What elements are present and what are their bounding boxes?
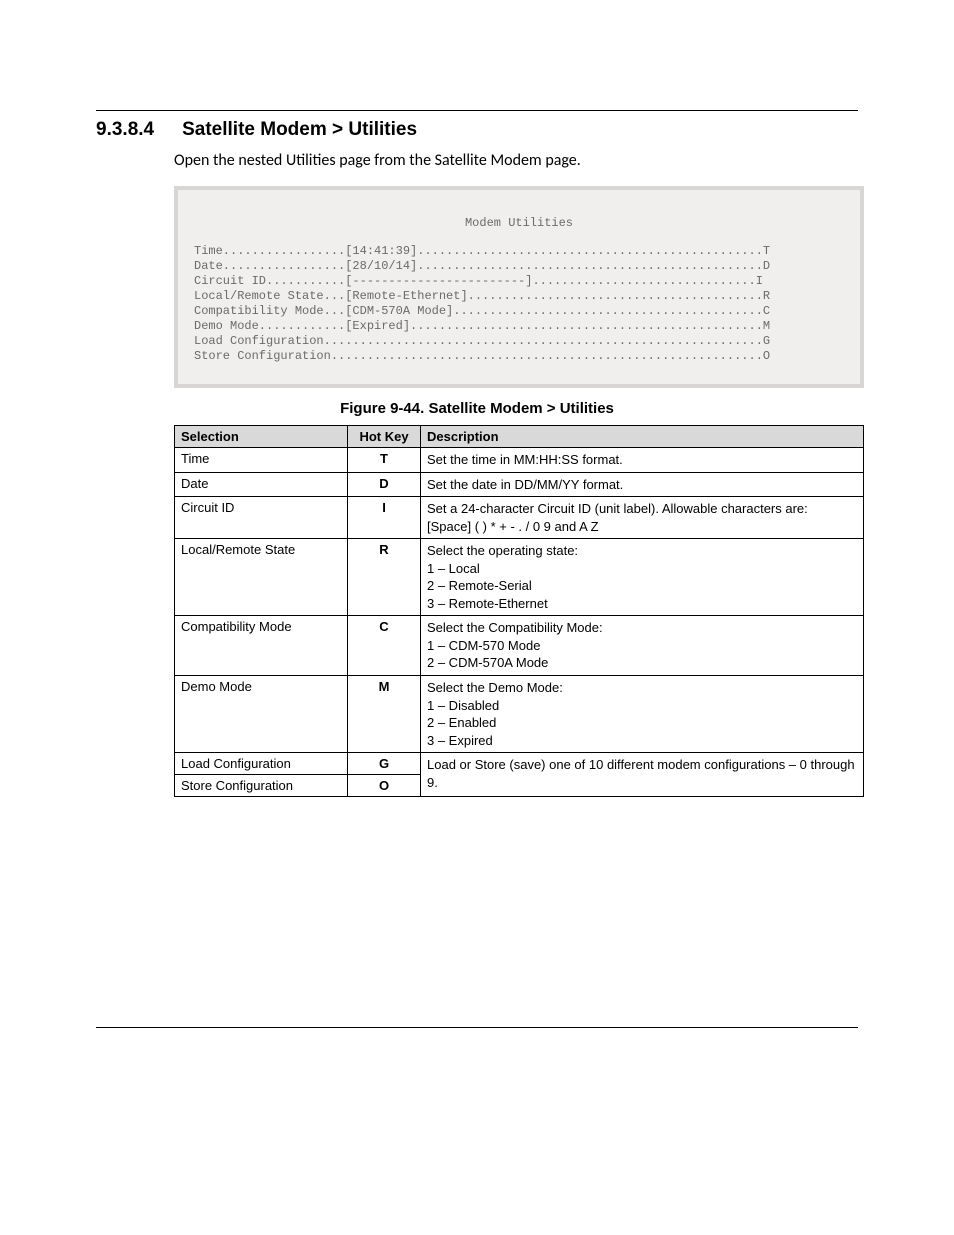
cell-description: Set a 24-character Circuit ID (unit labe… — [421, 497, 864, 539]
cell-selection: Demo Mode — [175, 676, 348, 753]
section-number: 9.3.8.4 — [96, 119, 154, 141]
table-row: TimeTSet the time in MM:HH:SS format. — [175, 448, 864, 473]
cell-selection: Compatibility Mode — [175, 616, 348, 676]
cell-selection: Time — [175, 448, 348, 473]
top-rule — [96, 110, 858, 111]
terminal-frame: Modem Utilities Time.................[14… — [174, 186, 864, 388]
cell-hotkey: G — [348, 753, 421, 775]
cell-hotkey: I — [348, 497, 421, 539]
th-hotkey: Hot Key — [348, 426, 421, 448]
description-table: Selection Hot Key Description TimeTSet t… — [174, 425, 864, 797]
cell-selection: Date — [175, 472, 348, 497]
cell-description: Select the Demo Mode: 1 – Disabled 2 – E… — [421, 676, 864, 753]
cell-hotkey: C — [348, 616, 421, 676]
cell-hotkey: R — [348, 539, 421, 616]
cell-selection: Circuit ID — [175, 497, 348, 539]
cell-hotkey: T — [348, 448, 421, 473]
cell-description: Load or Store (save) one of 10 different… — [421, 753, 864, 797]
page-content: 9.3.8.4 Satellite Modem > Utilities Open … — [0, 0, 954, 1088]
table-header-row: Selection Hot Key Description — [175, 426, 864, 448]
table-row: DateDSet the date in DD/MM/YY format. — [175, 472, 864, 497]
section-heading: 9.3.8.4 Satellite Modem > Utilities — [96, 119, 858, 141]
section-title: Satellite Modem > Utilities — [182, 119, 417, 140]
cell-selection: Load Configuration — [175, 753, 348, 775]
cell-selection: Local/Remote State — [175, 539, 348, 616]
bottom-rule — [96, 1027, 858, 1028]
table-row: Circuit IDISet a 24-character Circuit ID… — [175, 497, 864, 539]
cell-description: Set the time in MM:HH:SS format. — [421, 448, 864, 473]
cell-hotkey: M — [348, 676, 421, 753]
terminal-body: Time.................[14:41:39].........… — [194, 244, 844, 364]
cell-description: Select the operating state: 1 – Local 2 … — [421, 539, 864, 616]
cell-selection: Store Configuration — [175, 775, 348, 797]
cell-description: Set the date in DD/MM/YY format. — [421, 472, 864, 497]
table-row: Compatibility ModeCSelect the Compatibil… — [175, 616, 864, 676]
figure-caption: Figure 9-44. Satellite Modem > Utilities — [96, 400, 858, 417]
table-row: Demo ModeMSelect the Demo Mode: 1 – Disa… — [175, 676, 864, 753]
th-selection: Selection — [175, 426, 348, 448]
th-description: Description — [421, 426, 864, 448]
terminal-title: Modem Utilities — [194, 216, 844, 230]
cell-hotkey: D — [348, 472, 421, 497]
table-row: Local/Remote StateRSelect the operating … — [175, 539, 864, 616]
cell-hotkey: O — [348, 775, 421, 797]
terminal-screen: Modem Utilities Time.................[14… — [178, 190, 860, 384]
table-row: Load ConfigurationGLoad or Store (save) … — [175, 753, 864, 775]
section-intro: Open the nested Utilities page from the … — [174, 151, 858, 170]
cell-description: Select the Compatibility Mode: 1 – CDM-5… — [421, 616, 864, 676]
